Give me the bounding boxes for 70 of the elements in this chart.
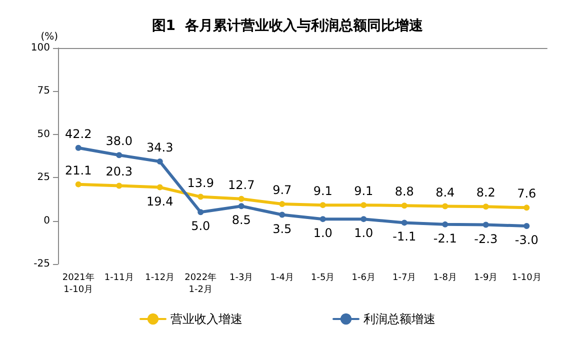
data-label: -2.1 bbox=[433, 231, 457, 246]
point bbox=[198, 194, 204, 200]
data-label: 1.0 bbox=[354, 226, 374, 240]
point bbox=[482, 204, 489, 210]
point bbox=[279, 212, 286, 218]
data-label: 34.3 bbox=[146, 140, 174, 155]
data-label: 42.2 bbox=[65, 126, 92, 141]
data-label: 9.7 bbox=[272, 183, 292, 198]
x-tick-label: 1-12月 bbox=[145, 273, 175, 283]
point bbox=[442, 221, 448, 228]
chart-title: 图1 各月累计营业收入与利润总额同比增速 bbox=[152, 17, 424, 34]
y-tick-label: 0 bbox=[44, 215, 50, 226]
y-tick-label: 50 bbox=[37, 128, 50, 140]
data-label: 38.0 bbox=[106, 134, 132, 148]
data-label: 7.6 bbox=[517, 186, 536, 201]
point bbox=[442, 203, 448, 210]
point bbox=[524, 204, 530, 211]
data-label: -3.0 bbox=[514, 232, 538, 247]
data-label: -2.3 bbox=[474, 232, 498, 246]
data-label: 13.9 bbox=[187, 176, 214, 190]
point bbox=[156, 184, 163, 190]
y-tick-label: -25 bbox=[34, 258, 50, 270]
x-tick-label: 2021年 1-10月 bbox=[62, 272, 94, 295]
data-label: 8.4 bbox=[436, 185, 455, 200]
point bbox=[524, 222, 530, 229]
data-label: 8.2 bbox=[476, 186, 496, 200]
y-tick-label: 25 bbox=[37, 172, 50, 184]
point bbox=[238, 203, 244, 210]
x-tick-label: 2022年 1-2月 bbox=[184, 272, 217, 295]
data-label: 9.1 bbox=[313, 184, 332, 198]
x-tick-label: 1-5月 bbox=[311, 273, 335, 283]
x-tick-label: 1-4月 bbox=[270, 273, 294, 283]
point bbox=[360, 202, 367, 208]
point bbox=[75, 181, 82, 188]
data-label: 1.0 bbox=[313, 226, 332, 240]
point bbox=[279, 201, 286, 208]
x-tick-label: 1-11月 bbox=[104, 273, 134, 283]
legend-label: 营业收入增速 bbox=[170, 312, 242, 326]
point bbox=[320, 202, 326, 208]
data-label: 12.7 bbox=[228, 178, 255, 192]
data-label: 8.8 bbox=[394, 184, 414, 199]
data-label: 5.0 bbox=[191, 219, 210, 234]
point bbox=[116, 182, 122, 189]
data-label: 19.4 bbox=[146, 194, 174, 208]
point bbox=[401, 220, 408, 226]
x-tick-label: 1-6月 bbox=[352, 273, 376, 283]
data-label: 9.1 bbox=[354, 184, 374, 198]
point bbox=[482, 222, 489, 228]
data-label: -1.1 bbox=[392, 230, 416, 244]
x-tick-label: 1-7月 bbox=[392, 273, 416, 283]
x-tick-label: 1-8月 bbox=[433, 273, 457, 283]
point bbox=[75, 144, 82, 151]
point bbox=[401, 202, 408, 209]
legend-label: 利润总额增速 bbox=[364, 312, 436, 326]
x-tick-label: 1-10月 bbox=[512, 273, 542, 283]
data-label: 21.1 bbox=[65, 163, 92, 178]
data-label: 20.3 bbox=[106, 164, 132, 179]
point bbox=[116, 152, 122, 158]
x-tick-label: 1-3月 bbox=[230, 273, 254, 283]
point bbox=[360, 216, 367, 222]
x-tick-label: 1-9月 bbox=[474, 273, 498, 283]
point bbox=[238, 196, 244, 202]
data-label: 8.5 bbox=[232, 213, 251, 228]
y-tick-label: 100 bbox=[30, 42, 50, 54]
point bbox=[156, 158, 163, 165]
y-axis-title: (%) bbox=[40, 32, 58, 42]
y-tick-label: 75 bbox=[37, 86, 50, 97]
data-label: 3.5 bbox=[272, 222, 292, 236]
point bbox=[198, 209, 204, 216]
point bbox=[320, 216, 326, 222]
